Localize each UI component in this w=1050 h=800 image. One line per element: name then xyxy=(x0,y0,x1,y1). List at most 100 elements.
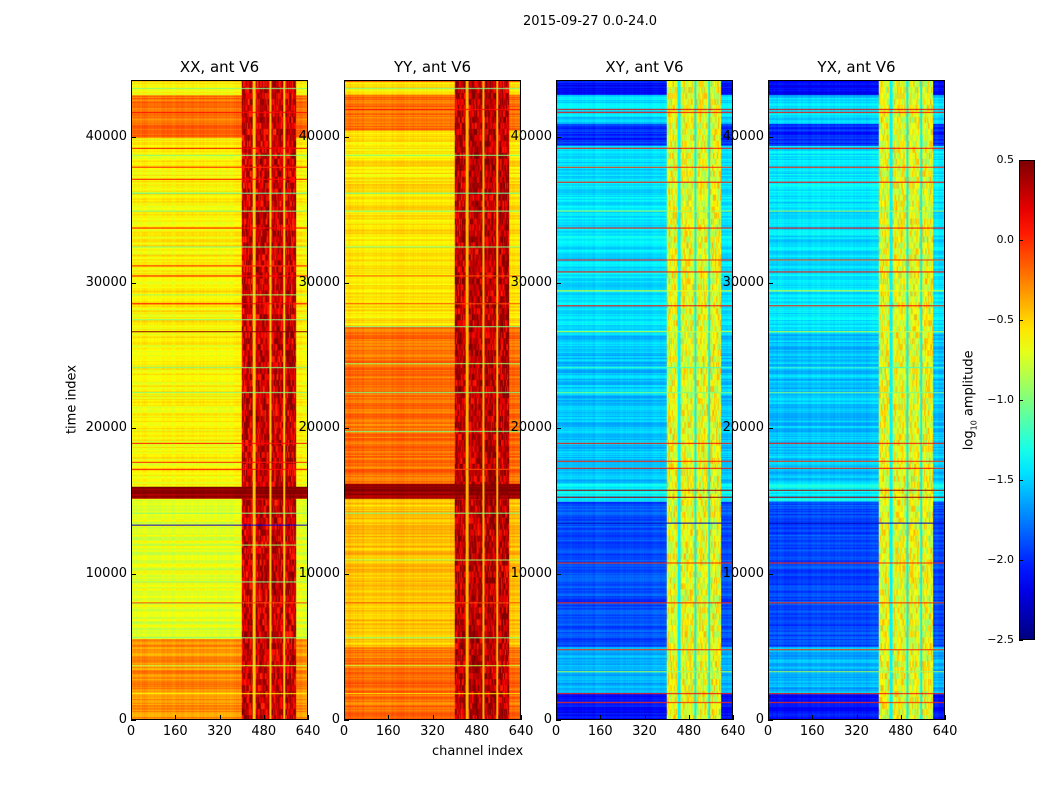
x-tick-label: 160 xyxy=(162,724,188,739)
x-tick-mark xyxy=(856,715,858,720)
y-tick-mark xyxy=(768,428,773,430)
x-tick-label: 480 xyxy=(676,724,702,739)
x-tick-label: 640 xyxy=(295,724,321,739)
x-tick-mark xyxy=(733,715,734,720)
colorbar-tick-mark xyxy=(1019,480,1023,481)
x-tick-label: 160 xyxy=(375,724,401,739)
y-tick-mark xyxy=(556,574,561,576)
colorbar-tick-label: 0.5 xyxy=(996,153,1015,166)
x-tick-label: 640 xyxy=(932,724,958,739)
y-tick-mark xyxy=(556,720,561,721)
y-tick-label: 0 xyxy=(331,712,340,727)
x-tick-label: 320 xyxy=(844,724,869,739)
y-tick-mark xyxy=(131,282,136,284)
colorbar-tick-mark xyxy=(1019,560,1023,561)
panel-title: YY, ant V6 xyxy=(393,58,471,76)
y-tick-label: 10000 xyxy=(510,566,552,582)
y-tick-mark xyxy=(344,428,349,430)
colorbar-label-text: amplitude xyxy=(961,350,977,421)
y-tick-label: 20000 xyxy=(510,420,552,436)
x-tick-mark xyxy=(556,715,557,720)
colorbar-tick-label: −2.0 xyxy=(987,553,1014,566)
colorbar-label-log: log xyxy=(961,430,977,451)
x-tick-mark xyxy=(900,715,902,720)
y-tick-label: 30000 xyxy=(722,274,764,290)
x-tick-mark xyxy=(600,715,602,720)
x-tick-label: 320 xyxy=(207,724,232,739)
y-tick-label: 40000 xyxy=(298,128,340,144)
x-tick-mark xyxy=(388,715,390,720)
y-tick-mark xyxy=(556,428,561,430)
x-tick-label: 0 xyxy=(126,724,136,739)
y-tick-label: 40000 xyxy=(510,128,552,144)
y-tick-mark xyxy=(131,136,136,138)
heatmap-yy xyxy=(344,80,521,720)
panel-title: XY, ant V6 xyxy=(605,58,684,76)
y-tick-mark xyxy=(131,574,136,576)
colorbar-tick-label: −1.0 xyxy=(987,393,1014,406)
y-tick-label: 20000 xyxy=(298,420,340,436)
y-tick-mark xyxy=(556,282,561,284)
x-tick-label: 0 xyxy=(763,724,773,739)
x-tick-label: 480 xyxy=(251,724,277,739)
y-tick-label: 30000 xyxy=(298,274,340,290)
y-tick-mark xyxy=(344,720,349,721)
y-tick-mark xyxy=(768,574,773,576)
y-tick-label: 20000 xyxy=(722,420,764,436)
y-tick-label: 0 xyxy=(118,712,127,727)
x-tick-label: 320 xyxy=(632,724,657,739)
x-tick-mark xyxy=(219,715,221,720)
x-tick-mark xyxy=(768,715,769,720)
x-tick-label: 640 xyxy=(508,724,534,739)
heatmap-xx xyxy=(131,80,308,720)
x-tick-label: 640 xyxy=(720,724,746,739)
y-tick-mark xyxy=(131,428,136,430)
x-tick-label: 160 xyxy=(587,724,613,739)
panel-title: XX, ant V6 xyxy=(179,58,260,76)
y-tick-label: 10000 xyxy=(298,566,340,582)
x-tick-mark xyxy=(344,715,345,720)
x-tick-mark xyxy=(308,715,309,720)
x-tick-mark xyxy=(476,715,478,720)
y-tick-label: 20000 xyxy=(85,420,127,436)
y-tick-label: 40000 xyxy=(722,128,764,144)
y-tick-mark xyxy=(768,282,773,284)
colorbar-tick-label: 0.0 xyxy=(996,233,1015,246)
colorbar-tick-label: −0.5 xyxy=(987,313,1014,326)
x-tick-label: 480 xyxy=(888,724,914,739)
x-tick-label: 0 xyxy=(551,724,561,739)
y-tick-mark xyxy=(131,720,136,721)
colorbar-tick-label: −2.5 xyxy=(987,633,1014,646)
x-tick-mark xyxy=(263,715,265,720)
colorbar-tick-mark xyxy=(1019,240,1023,241)
x-axis-label: channel index xyxy=(432,744,524,759)
panel-title: YX, ant V6 xyxy=(817,58,896,76)
x-tick-mark xyxy=(688,715,690,720)
x-tick-mark xyxy=(175,715,177,720)
colorbar-label-sub: 10 xyxy=(969,420,979,431)
x-tick-mark xyxy=(945,715,946,720)
x-tick-label: 480 xyxy=(464,724,490,739)
y-tick-mark xyxy=(768,136,773,138)
y-tick-mark xyxy=(768,720,773,721)
y-tick-mark xyxy=(344,282,349,284)
y-tick-label: 10000 xyxy=(85,566,127,582)
x-tick-mark xyxy=(131,715,132,720)
colorbar-tick-mark xyxy=(1019,400,1023,401)
colorbar-tick-label: −1.5 xyxy=(987,473,1014,486)
x-tick-label: 320 xyxy=(420,724,445,739)
x-tick-mark xyxy=(432,715,434,720)
y-tick-mark xyxy=(344,136,349,138)
colorbar-tick-mark xyxy=(1019,320,1023,321)
y-tick-label: 0 xyxy=(543,712,552,727)
heatmap-yx xyxy=(768,80,945,720)
x-tick-mark xyxy=(812,715,814,720)
x-tick-label: 0 xyxy=(339,724,349,739)
colorbar-label: log10 amplitude xyxy=(962,350,979,450)
y-tick-label: 30000 xyxy=(510,274,552,290)
y-tick-label: 0 xyxy=(755,712,764,727)
y-tick-label: 10000 xyxy=(722,566,764,582)
heatmap-xy xyxy=(556,80,733,720)
colorbar-tick-mark xyxy=(1019,640,1023,641)
colorbar-tick-mark xyxy=(1019,160,1023,161)
